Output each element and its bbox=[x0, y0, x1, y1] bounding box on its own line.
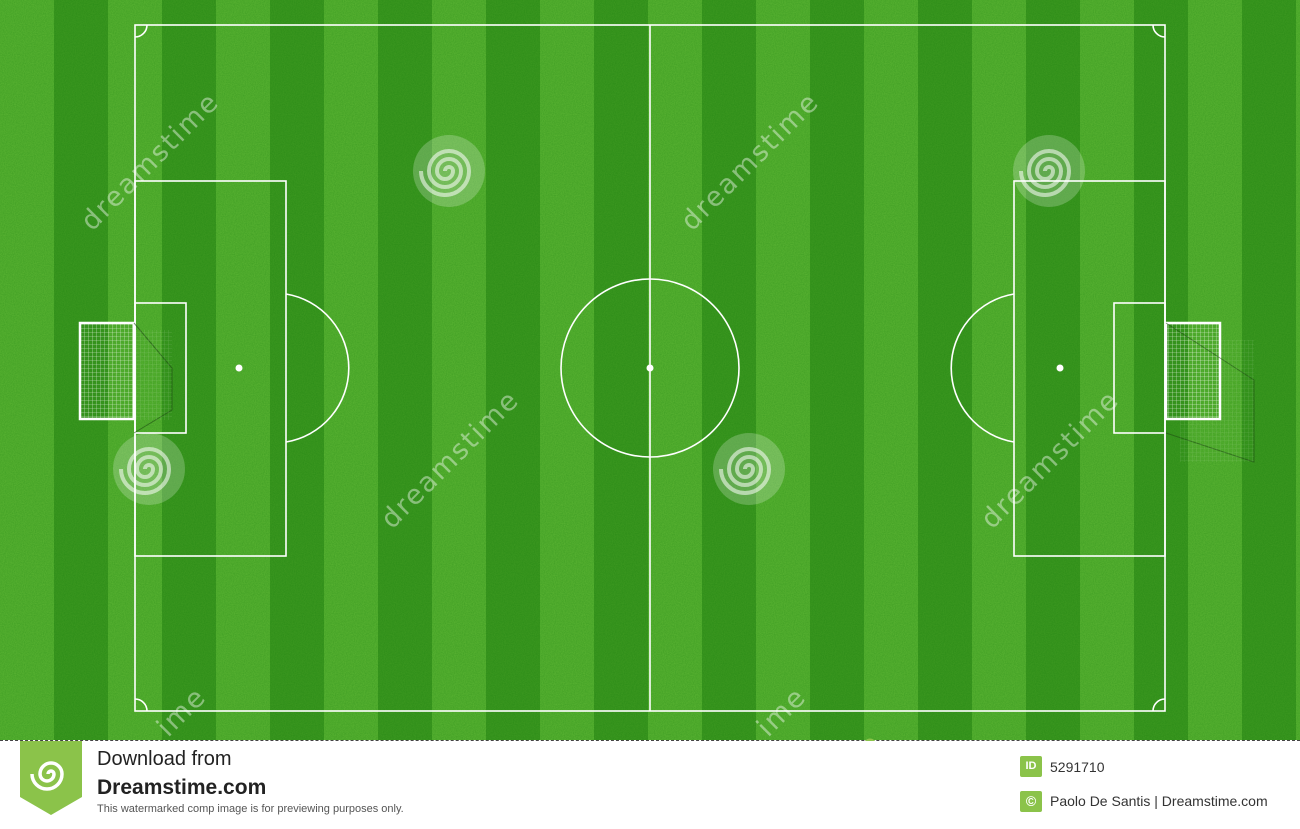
download-footer: Download from Dreamstime.com This waterm… bbox=[0, 741, 1300, 829]
watermark-spiral-icon bbox=[713, 433, 785, 505]
dreamstime-logo-icon bbox=[20, 741, 82, 815]
watermark-spiral-icon bbox=[413, 135, 485, 207]
copyright-icon: © bbox=[1020, 791, 1042, 812]
center-spot bbox=[646, 364, 654, 372]
cut-line bbox=[0, 740, 1300, 741]
id-badge: ID bbox=[1020, 756, 1042, 777]
left-penalty-arc bbox=[285, 293, 350, 443]
soccer-pitch: dreamstime dreamstime dreamstime dreamst… bbox=[0, 0, 1300, 740]
watermark-spiral-icon bbox=[113, 433, 185, 505]
watermark-notice: This watermarked comp image is for previ… bbox=[97, 803, 404, 815]
photographer-credit: Paolo De Santis | Dreamstime.com bbox=[1050, 793, 1268, 809]
corner-arc-top-right bbox=[1152, 24, 1166, 38]
corner-arc-bottom-right bbox=[1152, 698, 1166, 712]
left-goal bbox=[78, 321, 173, 434]
right-penalty-arc bbox=[950, 293, 1015, 443]
right-goal bbox=[1164, 321, 1255, 463]
corner-arc-bottom-left bbox=[134, 698, 148, 712]
download-label: Download from bbox=[97, 748, 232, 770]
corner-arc-top-left bbox=[134, 24, 148, 38]
center-circle bbox=[560, 278, 740, 458]
right-penalty-spot bbox=[1056, 364, 1064, 372]
image-id: 5291710 bbox=[1050, 759, 1105, 775]
watermark-spiral-icon bbox=[1013, 135, 1085, 207]
site-name: Dreamstime.com bbox=[97, 776, 267, 799]
left-penalty-spot bbox=[235, 364, 243, 372]
